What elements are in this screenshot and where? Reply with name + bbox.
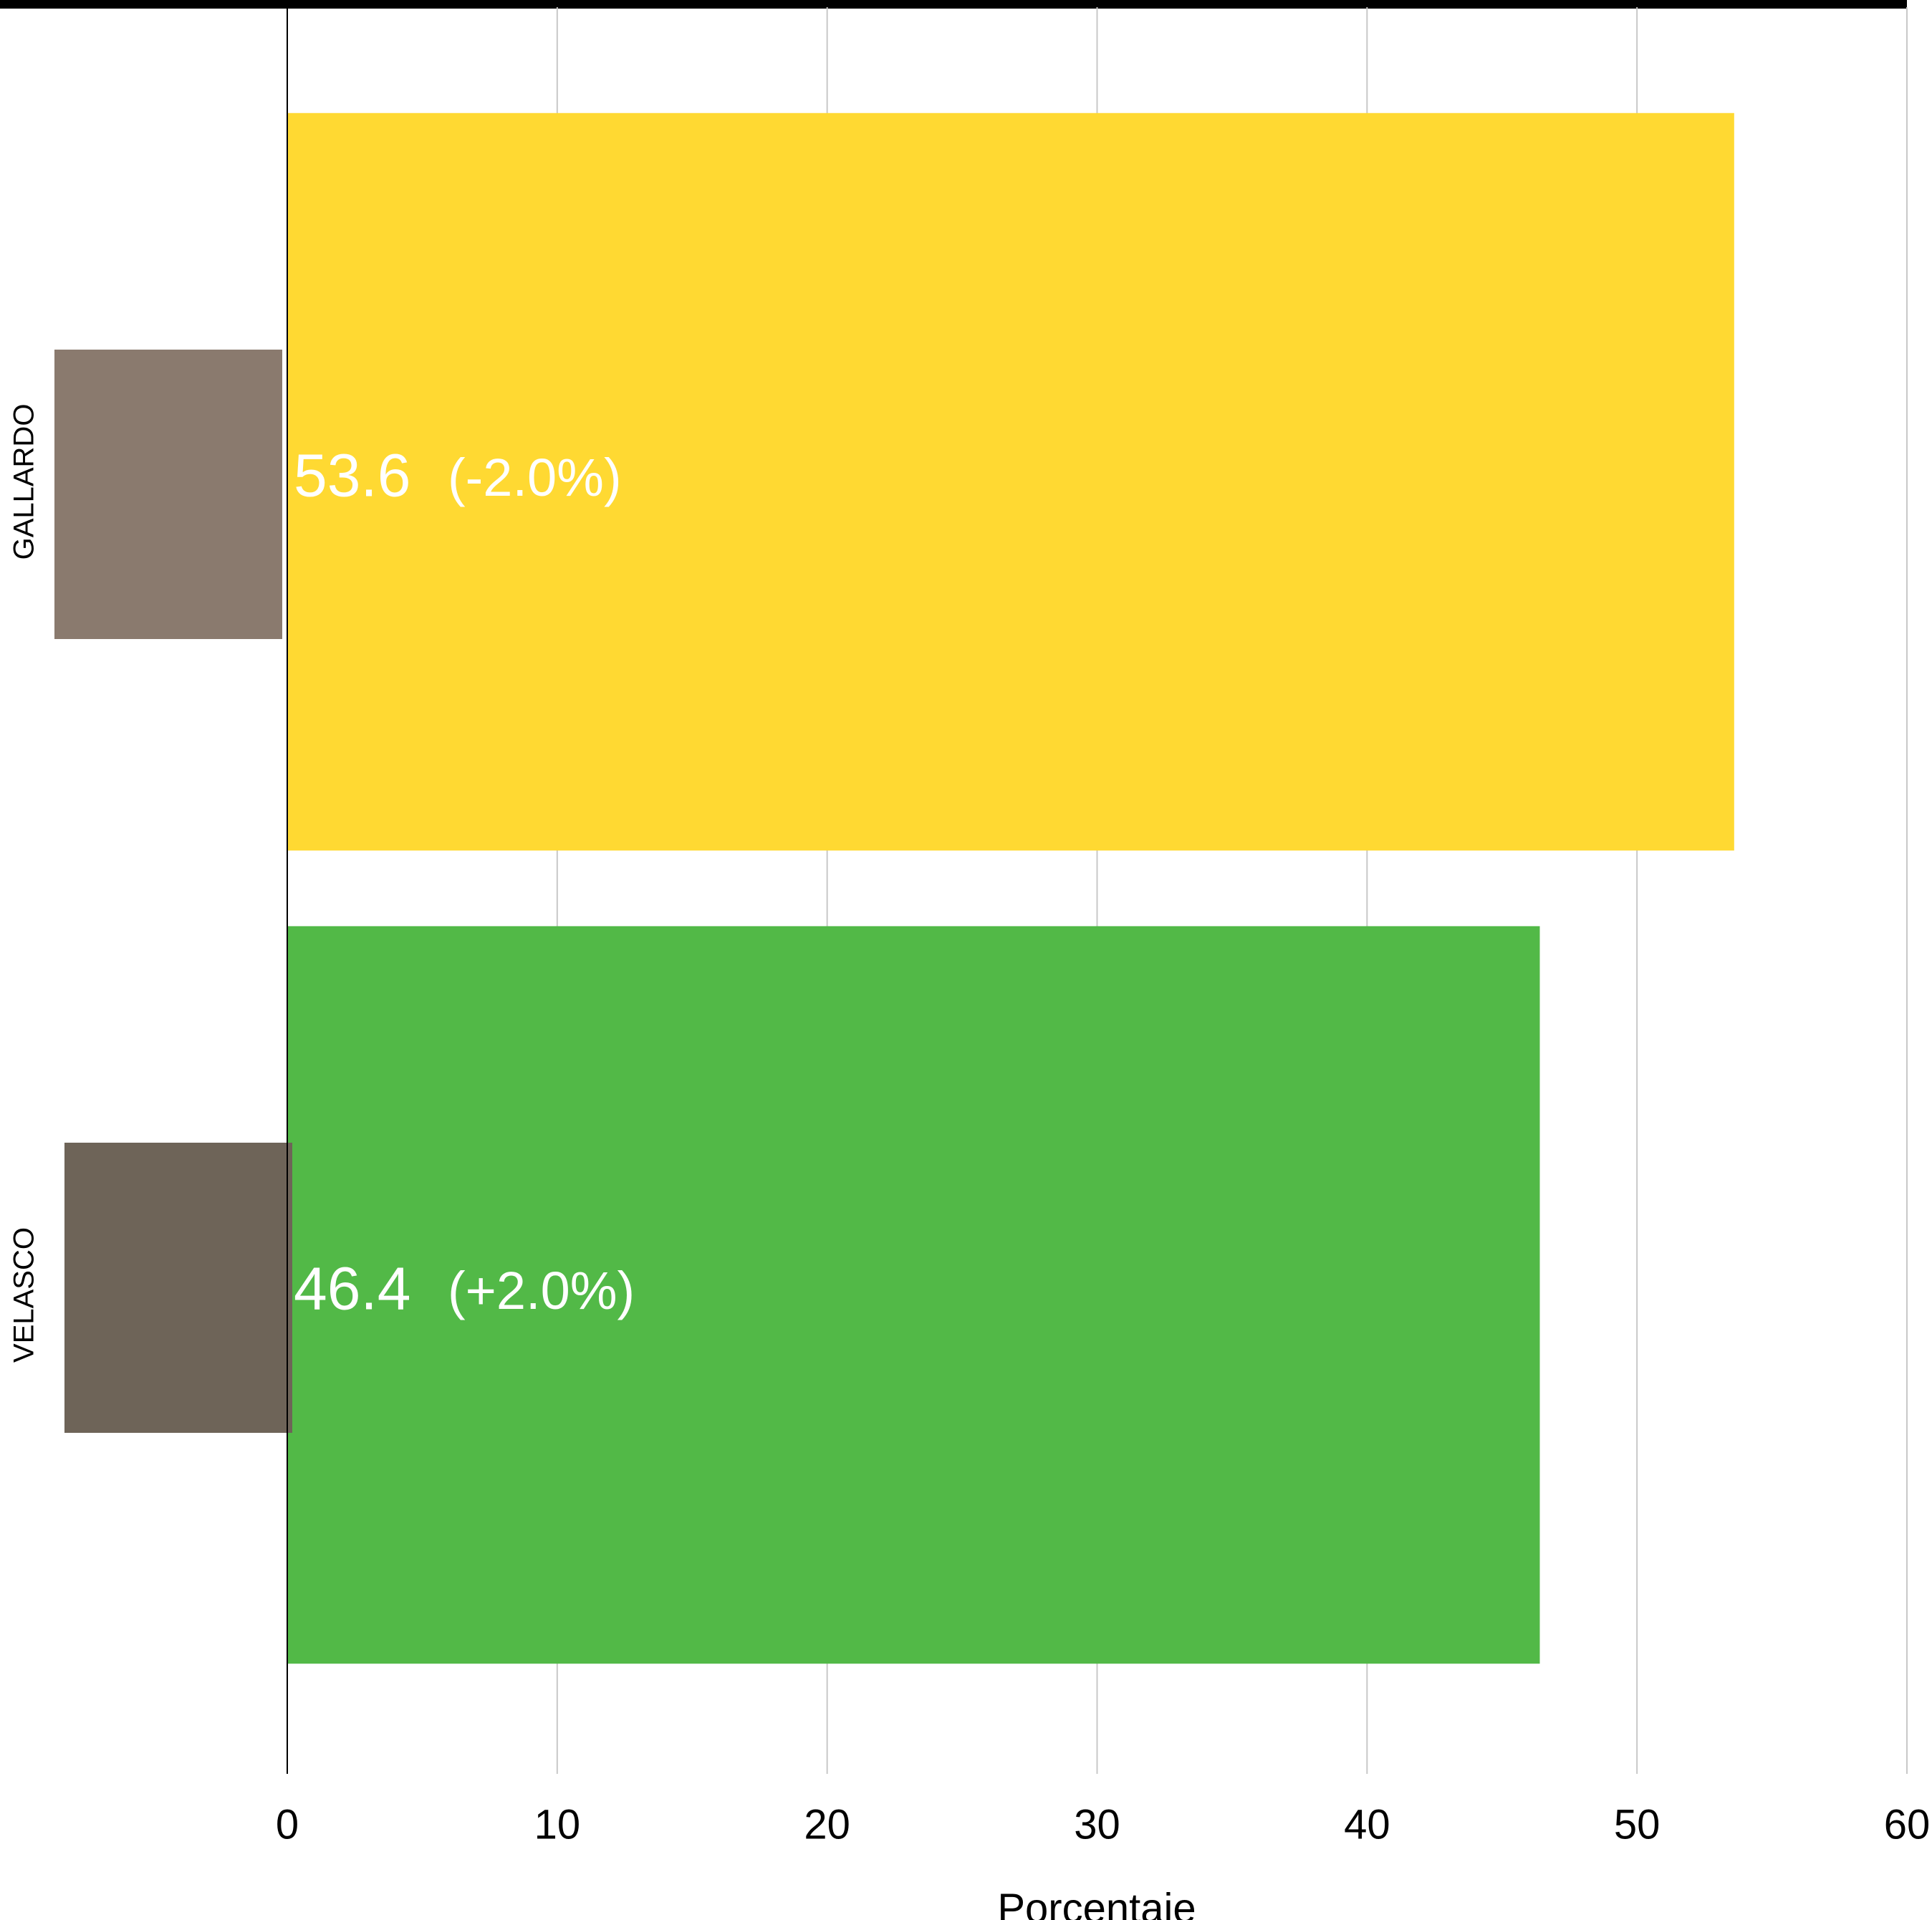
category-label: GALLARDO <box>9 404 40 560</box>
x-tick-label: 20 <box>804 1801 850 1848</box>
photo-placeholder <box>64 1143 292 1433</box>
bar <box>287 926 1540 1664</box>
value-label: 53.6 <box>294 442 411 509</box>
photo-placeholder <box>54 350 282 639</box>
x-tick-label: 50 <box>1614 1801 1661 1848</box>
change-label: (+2.0%) <box>448 1261 635 1320</box>
bars <box>287 112 1734 1664</box>
x-tick-label: 0 <box>276 1801 299 1848</box>
labels: 0 10 20 30 40 50 60 53.6 (-2.0%) GALLARDO 46.4 (+2.… <box>9 404 1931 1848</box>
x-tick-label: 10 <box>534 1801 581 1848</box>
value-label: 46.4 <box>294 1255 411 1323</box>
top-rule <box>0 0 1907 9</box>
x-tick-label: 40 <box>1344 1801 1390 1848</box>
x-tick-label: 60 <box>1884 1801 1931 1848</box>
change-label: (-2.0%) <box>448 448 622 507</box>
category-label: VELASCO <box>9 1227 40 1363</box>
x-tick-label: 30 <box>1074 1801 1120 1848</box>
x-axis-title: Porcentaje <box>997 1885 1196 1920</box>
bar <box>287 112 1734 851</box>
